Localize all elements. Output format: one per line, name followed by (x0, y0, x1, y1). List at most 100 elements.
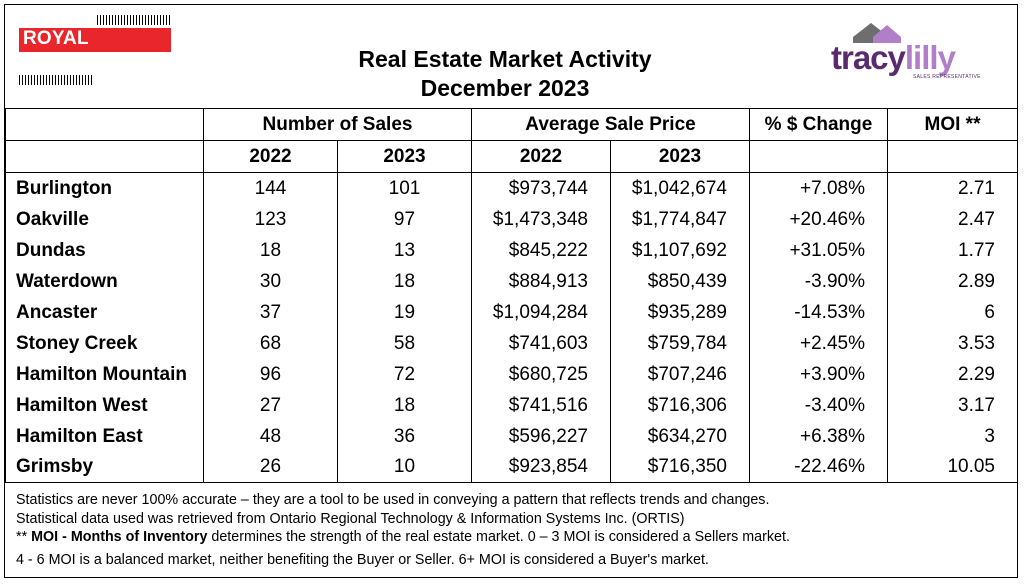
sales-2022-cell: 27 (203, 389, 338, 421)
title-line-2: December 2023 (420, 75, 590, 101)
note-moi-definition: ** MOI - Months of Inventory determines … (16, 529, 790, 545)
price-2022-cell: $845,222 (471, 234, 611, 266)
house-roof-icon (853, 23, 901, 43)
percent-change-cell: -3.90% (749, 265, 888, 297)
moi-cell: 3.53 (887, 327, 1018, 359)
table-row: Dundas 18 13 $845,222 $1,107,692 +31.05% 1.77 (5, 234, 1018, 266)
sales-2023-cell: 18 (337, 265, 472, 297)
moi-term: MOI - Months of Inventory (31, 529, 208, 545)
table-row: Waterdown 30 18 $884,913 $850,439 -3.90% 2.89 (5, 265, 1018, 297)
price-2023-cell: $1,042,674 (610, 172, 750, 204)
logo-stripes-bottom (19, 75, 93, 85)
note-moi-ranges: 4 - 6 MOI is a balanced market, neither … (16, 551, 709, 568)
price-2023-cell: $850,439 (610, 265, 750, 297)
report-title: Real Estate Market Activity December 202… (205, 45, 805, 103)
empty-year-cell (5, 140, 204, 173)
title-line-1: Real Estate Market Activity (358, 46, 652, 72)
percent-change-cell: +7.08% (749, 172, 888, 204)
logo-stripes-top (97, 15, 171, 25)
town-cell: Burlington (5, 172, 204, 204)
price-2023-cell: $634,270 (610, 420, 750, 452)
table-row: Grimsby 26 10 $923,854 $716,350 -22.46% 10.05 (5, 451, 1018, 483)
empty-moi-cell (887, 140, 1018, 173)
sales-2023-cell: 36 (337, 420, 472, 452)
note-source: Statistical data used was retrieved from… (16, 510, 685, 527)
town-cell: Waterdown (5, 265, 204, 297)
percent-change-header: % $ Change (749, 108, 888, 141)
price-2023-cell: $716,306 (610, 389, 750, 421)
percent-change-cell: -3.40% (749, 389, 888, 421)
price-2022-cell: $1,094,284 (471, 296, 611, 328)
moi-cell: 2.71 (887, 172, 1018, 204)
moi-cell: 10.05 (887, 451, 1018, 483)
brand-name: ROYAL LEPAGE (23, 28, 101, 71)
price-2022-cell: $1,473,348 (471, 203, 611, 235)
percent-change-cell: -22.46% (749, 451, 888, 483)
price-2023-cell: $759,784 (610, 327, 750, 359)
sales-2022-cell: 123 (203, 203, 338, 235)
price-2023-cell: $1,774,847 (610, 203, 750, 235)
sales-2022-header: 2022 (203, 140, 338, 173)
sales-2022-cell: 30 (203, 265, 338, 297)
sales-2023-cell: 18 (337, 389, 472, 421)
town-cell: Oakville (5, 203, 204, 235)
moi-cell: 6 (887, 296, 1018, 328)
percent-change-cell: -14.53% (749, 296, 888, 328)
sales-2023-cell: 10 (337, 451, 472, 483)
sales-2023-cell: 72 (337, 358, 472, 390)
sales-2022-cell: 37 (203, 296, 338, 328)
percent-change-cell: +2.45% (749, 327, 888, 359)
royal-lepage-logo: ROYAL LEPAGE (19, 15, 171, 85)
market-table: Number of Sales Average Sale Price % $ C… (5, 108, 1018, 483)
sales-2023-header: 2023 (337, 140, 472, 173)
sales-2022-cell: 18 (203, 234, 338, 266)
logo-red-band (19, 28, 171, 52)
percent-change-cell: +6.38% (749, 420, 888, 452)
price-2022-cell: $741,516 (471, 389, 611, 421)
sales-2023-cell: 97 (337, 203, 472, 235)
price-2022-cell: $596,227 (471, 420, 611, 452)
table-row: Hamilton East 48 36 $596,227 $634,270 +6.38% 3 (5, 420, 1018, 452)
moi-cell: 2.29 (887, 358, 1018, 390)
moi-cell: 3.17 (887, 389, 1018, 421)
sales-2022-cell: 48 (203, 420, 338, 452)
table-row: Stoney Creek 68 58 $741,603 $759,784 +2.45% 3.… (5, 327, 1018, 359)
table-row: Hamilton West 27 18 $741,516 $716,306 -3.40% 3… (5, 389, 1018, 421)
sales-2023-cell: 19 (337, 296, 472, 328)
town-cell: Hamilton Mountain (5, 358, 204, 390)
town-cell: Hamilton East (5, 420, 204, 452)
average-sale-price-header: Average Sale Price (471, 108, 750, 141)
sales-2023-cell: 101 (337, 172, 472, 204)
table-group-header-row: Number of Sales Average Sale Price % $ C… (5, 108, 1018, 141)
price-2022-cell: $741,603 (471, 327, 611, 359)
sales-2022-cell: 144 (203, 172, 338, 204)
report-notes: Statistics are never 100% accurate – the… (16, 491, 1011, 569)
market-report: ROYAL LEPAGE Real Estate Market Activity… (4, 4, 1018, 578)
price-2023-cell: $707,246 (610, 358, 750, 390)
number-of-sales-header: Number of Sales (203, 108, 472, 141)
percent-change-cell: +20.46% (749, 203, 888, 235)
empty-corner-cell (5, 108, 204, 141)
percent-change-cell: +3.90% (749, 358, 888, 390)
sales-2022-cell: 26 (203, 451, 338, 483)
price-2023-header: 2023 (610, 140, 750, 173)
sales-2023-cell: 58 (337, 327, 472, 359)
moi-cell: 3 (887, 420, 1018, 452)
table-row: Burlington 144 101 $973,744 $1,042,674 +7.08%… (5, 172, 1018, 204)
price-2022-cell: $884,913 (471, 265, 611, 297)
logo-wordmark: tracylilly (831, 39, 956, 76)
table-row: Ancaster 37 19 $1,094,284 $935,289 -14.53% 6 (5, 296, 1018, 328)
table-row: Oakville 123 97 $1,473,348 $1,774,847 +20.46%… (5, 203, 1018, 235)
town-cell: Grimsby (5, 451, 204, 483)
sales-2022-cell: 96 (203, 358, 338, 390)
moi-header: MOI ** (887, 108, 1018, 141)
sales-2022-cell: 68 (203, 327, 338, 359)
town-cell: Dundas (5, 234, 204, 266)
tracylilly-logo: tracylilly SALES REPRESENTATIVE (823, 17, 1003, 87)
price-2022-cell: $923,854 (471, 451, 611, 483)
moi-cell: 2.89 (887, 265, 1018, 297)
report-header: ROYAL LEPAGE Real Estate Market Activity… (5, 5, 1017, 108)
table-year-header-row: 2022 2023 2022 2023 (5, 140, 1018, 173)
note-accuracy: Statistics are never 100% accurate – the… (16, 492, 770, 508)
sales-2023-cell: 13 (337, 234, 472, 266)
